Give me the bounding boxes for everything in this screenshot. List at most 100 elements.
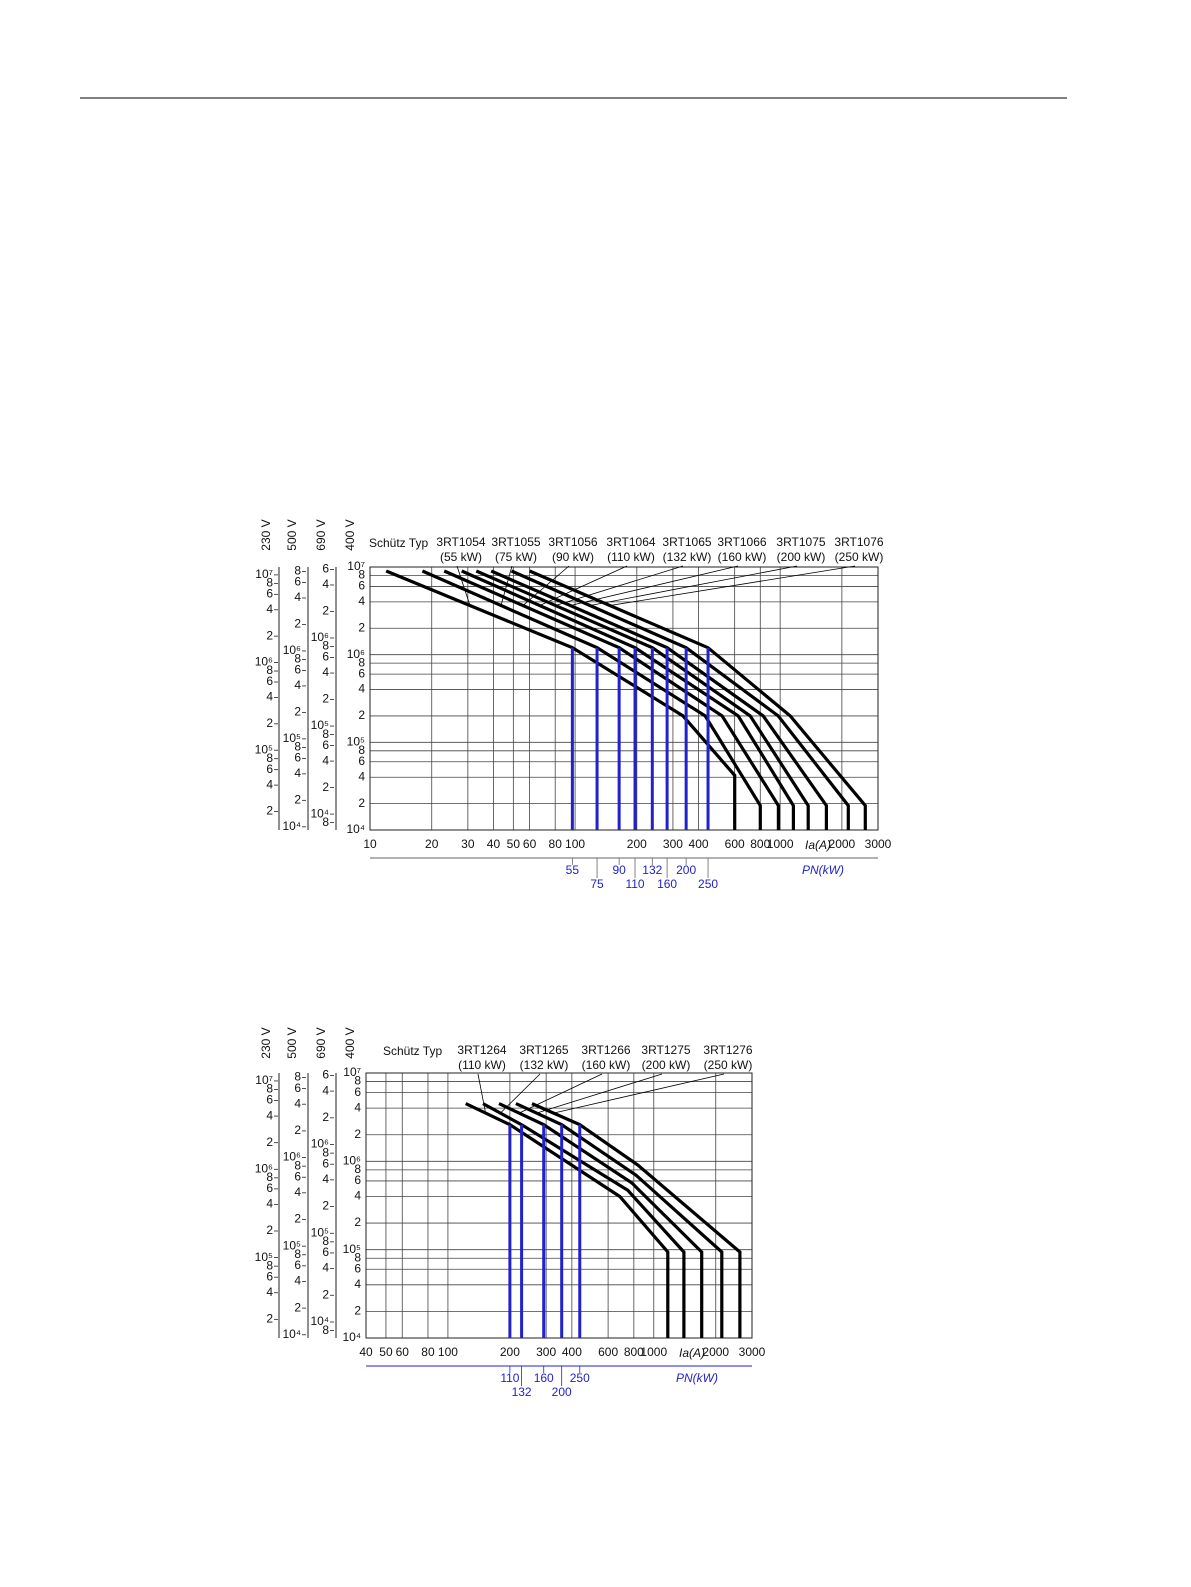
y-tick-label: 8 bbox=[294, 1158, 301, 1172]
y-tick-label: 4 bbox=[294, 590, 301, 604]
line-series bbox=[421, 569, 762, 830]
y-tick-label: 6 bbox=[266, 587, 273, 601]
x-axis-title: Ia(A) bbox=[805, 838, 831, 852]
y-tick-label: 10⁵ bbox=[255, 742, 273, 756]
x-tick-label: 40 bbox=[359, 1345, 373, 1359]
leader-line bbox=[518, 1073, 603, 1114]
y-tick-label: 4 bbox=[266, 602, 273, 616]
y-tick-label: 10⁵ bbox=[347, 735, 365, 749]
y-tick-label: 4 bbox=[322, 1172, 329, 1186]
y-tick-label: 8 bbox=[358, 568, 365, 582]
x-tick-label: 300 bbox=[663, 837, 683, 851]
pn-tick-label: 75 bbox=[590, 877, 604, 891]
x-tick-label: 50 bbox=[507, 837, 521, 851]
y-tick-label: 4 bbox=[322, 1261, 329, 1275]
y-tick-label: 2 bbox=[358, 796, 365, 810]
series-name: 3RT1065 bbox=[662, 535, 711, 549]
y-tick-label: 6 bbox=[266, 1181, 273, 1195]
y-tick-label: 10⁷ bbox=[347, 559, 365, 573]
series-rating: (160 kW) bbox=[582, 1058, 631, 1072]
y-axis-title: 400 V bbox=[343, 1027, 357, 1058]
y-tick-label: 8 bbox=[322, 815, 329, 829]
x-tick-label: 60 bbox=[396, 1345, 410, 1359]
y-tick-label: 10⁵ bbox=[343, 1242, 361, 1256]
series-rating: (250 kW) bbox=[835, 550, 884, 564]
pn-axis-title: PN(kW) bbox=[802, 863, 844, 877]
y-tick-label: 10⁵ bbox=[311, 1225, 329, 1239]
y-tick-label: 8 bbox=[322, 1323, 329, 1337]
series-rating: (160 kW) bbox=[718, 550, 767, 564]
y-tick-label: 4 bbox=[266, 1197, 273, 1211]
y-tick-label: 4 bbox=[354, 1189, 361, 1203]
y-axis-title: 690 V bbox=[314, 1027, 328, 1058]
series-name: 3RT1064 bbox=[606, 535, 655, 549]
x-tick-label: 800 bbox=[624, 1345, 644, 1359]
x-tick-label: 50 bbox=[379, 1345, 393, 1359]
x-tick-label: 60 bbox=[523, 837, 537, 851]
x-tick-label: 3000 bbox=[865, 837, 892, 851]
y-tick-label: 2 bbox=[354, 1304, 361, 1318]
y-tick-label: 4 bbox=[266, 777, 273, 791]
y-tick-label: 8 bbox=[266, 751, 273, 765]
y-tick-label: 6 bbox=[294, 575, 301, 589]
y-tick-label: 8 bbox=[294, 652, 301, 666]
series-name: 3RT1265 bbox=[519, 1043, 568, 1057]
x-tick-label: 3000 bbox=[739, 1345, 766, 1359]
y-tick-label: 4 bbox=[354, 1277, 361, 1291]
y-tick-label: 4 bbox=[322, 577, 329, 591]
y-tick-label: 8 bbox=[322, 1234, 329, 1248]
y-tick-label: 4 bbox=[322, 753, 329, 767]
y-tick-label: 6 bbox=[294, 663, 301, 677]
line-series bbox=[385, 569, 737, 830]
series-rating: (250 kW) bbox=[704, 1058, 753, 1072]
x-tick-label: 600 bbox=[598, 1345, 618, 1359]
y-tick-label: 6 bbox=[358, 754, 365, 768]
y-tick-label: 6 bbox=[358, 579, 365, 593]
series-name: 3RT1076 bbox=[834, 535, 883, 549]
y-tick-label: 4 bbox=[358, 682, 365, 696]
pn-tick-label: 160 bbox=[534, 1371, 554, 1385]
y-tick-label: 6 bbox=[294, 1169, 301, 1183]
y-tick-label: 6 bbox=[322, 1068, 329, 1082]
x-tick-label: 2000 bbox=[702, 1345, 729, 1359]
y-tick-label: 2 bbox=[266, 1312, 273, 1326]
y-tick-label: 4 bbox=[322, 665, 329, 679]
y-tick-label: 10⁶ bbox=[347, 647, 365, 661]
x-tick-label: 20 bbox=[425, 837, 439, 851]
y-tick-label: 8 bbox=[354, 1074, 361, 1088]
header: Schütz Typ bbox=[383, 1044, 442, 1058]
y-tick-label: 6 bbox=[294, 1081, 301, 1095]
y-axis-title: 230 V bbox=[259, 519, 273, 550]
pn-tick-label: 132 bbox=[512, 1385, 532, 1399]
series-name: 3RT1276 bbox=[703, 1043, 752, 1057]
series-name: 3RT1054 bbox=[436, 535, 485, 549]
x-tick-label: 200 bbox=[627, 837, 647, 851]
y-tick-label: 2 bbox=[322, 780, 329, 794]
y-tick-label: 4 bbox=[294, 1096, 301, 1110]
series-rating: (110 kW) bbox=[607, 550, 655, 564]
y-tick-label: 6 bbox=[358, 666, 365, 680]
line-series bbox=[515, 1102, 724, 1338]
pn-tick-label: 160 bbox=[657, 877, 677, 891]
y-tick-label: 6 bbox=[322, 650, 329, 664]
series-name: 3RT1055 bbox=[491, 535, 540, 549]
series-rating: (200 kW) bbox=[642, 1058, 691, 1072]
series-name: 3RT1066 bbox=[717, 535, 766, 549]
y-tick-label: 6 bbox=[294, 751, 301, 765]
y-tick-label: 6 bbox=[322, 1156, 329, 1170]
y-tick-label: 8 bbox=[358, 655, 365, 669]
x-tick-label: 1000 bbox=[767, 837, 794, 851]
line-series bbox=[498, 1102, 704, 1338]
y-tick-label: 10⁴ bbox=[342, 1330, 361, 1344]
y-tick-label: 10⁵ bbox=[311, 718, 329, 732]
y-tick-label: 8 bbox=[354, 1250, 361, 1264]
series-name: 3RT1266 bbox=[581, 1043, 630, 1057]
pn-tick-label: 250 bbox=[570, 1371, 590, 1385]
series-rating: (75 kW) bbox=[495, 550, 537, 564]
y-tick-label: 10⁴ bbox=[282, 819, 301, 833]
y-tick-label: 10⁴ bbox=[310, 1314, 329, 1328]
y-tick-label: 6 bbox=[322, 738, 329, 752]
y-tick-label: 2 bbox=[294, 1123, 301, 1137]
x-tick-label: 80 bbox=[549, 837, 563, 851]
pn-axis-title: PN(kW) bbox=[676, 1371, 718, 1385]
